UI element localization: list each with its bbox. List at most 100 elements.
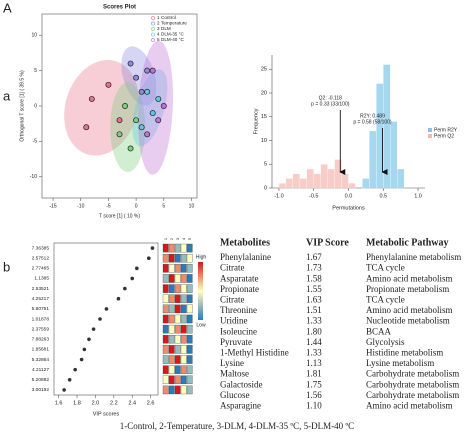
x-tick-label: 1.0 bbox=[414, 193, 422, 199]
heatmap-cell bbox=[186, 243, 193, 253]
legend-label: DLM bbox=[161, 26, 171, 31]
x-tick-label: 2.6 bbox=[147, 400, 155, 406]
legend-code: 5 bbox=[157, 37, 160, 42]
panel-label: a bbox=[3, 88, 11, 103]
heatmap-cell bbox=[168, 375, 175, 385]
table-cell: Phenylalanine bbox=[220, 252, 271, 262]
table-cell: Citrate bbox=[220, 294, 245, 304]
category-label: 7.88263 bbox=[32, 337, 50, 343]
score-point bbox=[138, 124, 145, 131]
heatmap-cell bbox=[162, 335, 169, 344]
footnote: 1-Control, 2-Temperature, 3-DLM, 4-DLM-3… bbox=[120, 421, 354, 431]
x-tick-label: 2.4 bbox=[128, 400, 136, 406]
heatmap-column-label: 3 bbox=[175, 237, 180, 240]
heatmap-cell bbox=[180, 284, 187, 293]
x-tick-label: -5 bbox=[106, 203, 111, 209]
heatmap-cell bbox=[186, 253, 193, 263]
score-point bbox=[144, 67, 151, 74]
histogram-bar bbox=[299, 178, 307, 189]
table-cell: 1.73 bbox=[306, 263, 322, 273]
table-cell: TCA cycle bbox=[366, 294, 405, 304]
heatmap-cell bbox=[174, 324, 181, 334]
table-cell: Carbohydrate metabolism bbox=[366, 390, 459, 400]
table-cell: Nucleotide metabolism bbox=[366, 316, 450, 326]
histogram-bar bbox=[383, 64, 391, 189]
heatmap-cell bbox=[168, 355, 175, 364]
heatmap-cell bbox=[174, 345, 181, 354]
table-cell: 1.51 bbox=[306, 305, 322, 315]
heatmap-cell bbox=[180, 355, 187, 364]
heatmap-cell bbox=[174, 365, 181, 374]
table-header: Metabolites bbox=[220, 237, 270, 248]
table-cell: Amino acid metabolism bbox=[366, 305, 452, 315]
legend-label: Perm Q2 bbox=[434, 133, 454, 139]
table-cell: BCAA bbox=[366, 326, 392, 336]
score-point bbox=[88, 95, 95, 102]
legend-code: 4 bbox=[157, 32, 160, 37]
y-tick-label: -5 bbox=[33, 139, 38, 145]
score-point bbox=[133, 74, 140, 81]
x-axis-label: VIP scores bbox=[93, 411, 120, 417]
heatmap-cell bbox=[168, 294, 175, 303]
legend-label: Perm R2Y bbox=[434, 127, 458, 133]
histogram-bar bbox=[327, 168, 335, 189]
x-axis-label: T score [1] ( 10 %) bbox=[99, 213, 140, 219]
heatmap-cell bbox=[162, 253, 169, 263]
score-point bbox=[116, 117, 123, 124]
table-cell: Amino acid metabolism bbox=[366, 273, 452, 283]
x-tick-label: 1.6 bbox=[55, 400, 63, 406]
chart-title: Scores Plot bbox=[103, 5, 136, 11]
heatmap-cell bbox=[168, 243, 175, 253]
y-axis-label: Orthogonal T score [1] ( 39.5 %) bbox=[19, 70, 25, 142]
heatmap-cell bbox=[162, 304, 169, 314]
histogram-bar bbox=[320, 164, 328, 189]
heatmap-cell bbox=[162, 274, 169, 283]
vip-dot bbox=[135, 266, 139, 271]
histogram-bar bbox=[362, 178, 370, 189]
heatmap-column-label: 4 bbox=[181, 237, 186, 240]
table-cell: 1.33 bbox=[306, 316, 322, 326]
category-label: 1.01878 bbox=[32, 316, 50, 322]
table-header: VIP Score bbox=[306, 237, 349, 248]
x-axis-label: Permutations bbox=[332, 205, 365, 211]
heatmap-cell bbox=[162, 294, 169, 303]
table-cell: Glycolysis bbox=[366, 337, 405, 347]
heatmap-cell bbox=[162, 345, 169, 354]
score-point bbox=[105, 81, 112, 88]
legend-marker bbox=[151, 27, 155, 31]
annotation-text: p = 0.33 (33/100) bbox=[311, 101, 350, 107]
table-cell: Threonine bbox=[220, 305, 257, 315]
category-label: 4.21127 bbox=[32, 367, 49, 373]
histogram-bar bbox=[292, 173, 300, 189]
x-tick-label: -1.0 bbox=[274, 193, 283, 199]
category-label: 2.57512 bbox=[32, 255, 50, 261]
x-tick-label: -15 bbox=[49, 203, 56, 209]
heatmap-cell bbox=[168, 335, 175, 344]
heatmap-cell bbox=[174, 253, 181, 263]
y-tick-label: 5 bbox=[264, 162, 267, 168]
legend-marker bbox=[151, 16, 155, 20]
legend-swatch bbox=[428, 128, 432, 132]
heatmap-cell bbox=[186, 345, 193, 354]
vip-dot bbox=[91, 327, 96, 331]
x-tick-label: -0.5 bbox=[309, 193, 318, 199]
legend-label: DLM-40 °C bbox=[161, 37, 184, 42]
heatmap-cell bbox=[162, 385, 169, 395]
table-cell: 1.10 bbox=[306, 400, 322, 410]
heatmap-cell bbox=[186, 355, 193, 364]
heatmap-cell bbox=[186, 294, 193, 303]
heatmap-cell bbox=[186, 284, 193, 293]
heatmap-cell bbox=[162, 375, 169, 385]
table-cell: Galactoside bbox=[220, 379, 262, 389]
histogram-bar bbox=[390, 121, 398, 189]
panel-label: A bbox=[3, 0, 12, 15]
score-point bbox=[138, 88, 145, 95]
table-cell: Citrate bbox=[220, 263, 245, 273]
heatmap-cell bbox=[168, 345, 175, 354]
x-tick-label: 0.0 bbox=[345, 193, 353, 199]
table-cell: Phenylalanine metabolism bbox=[366, 252, 461, 262]
heatmap-cell bbox=[180, 304, 187, 314]
heatmap-cell bbox=[174, 335, 181, 344]
table-cell: 1.80 bbox=[306, 326, 322, 336]
table-cell: Propionate metabolism bbox=[366, 284, 449, 294]
